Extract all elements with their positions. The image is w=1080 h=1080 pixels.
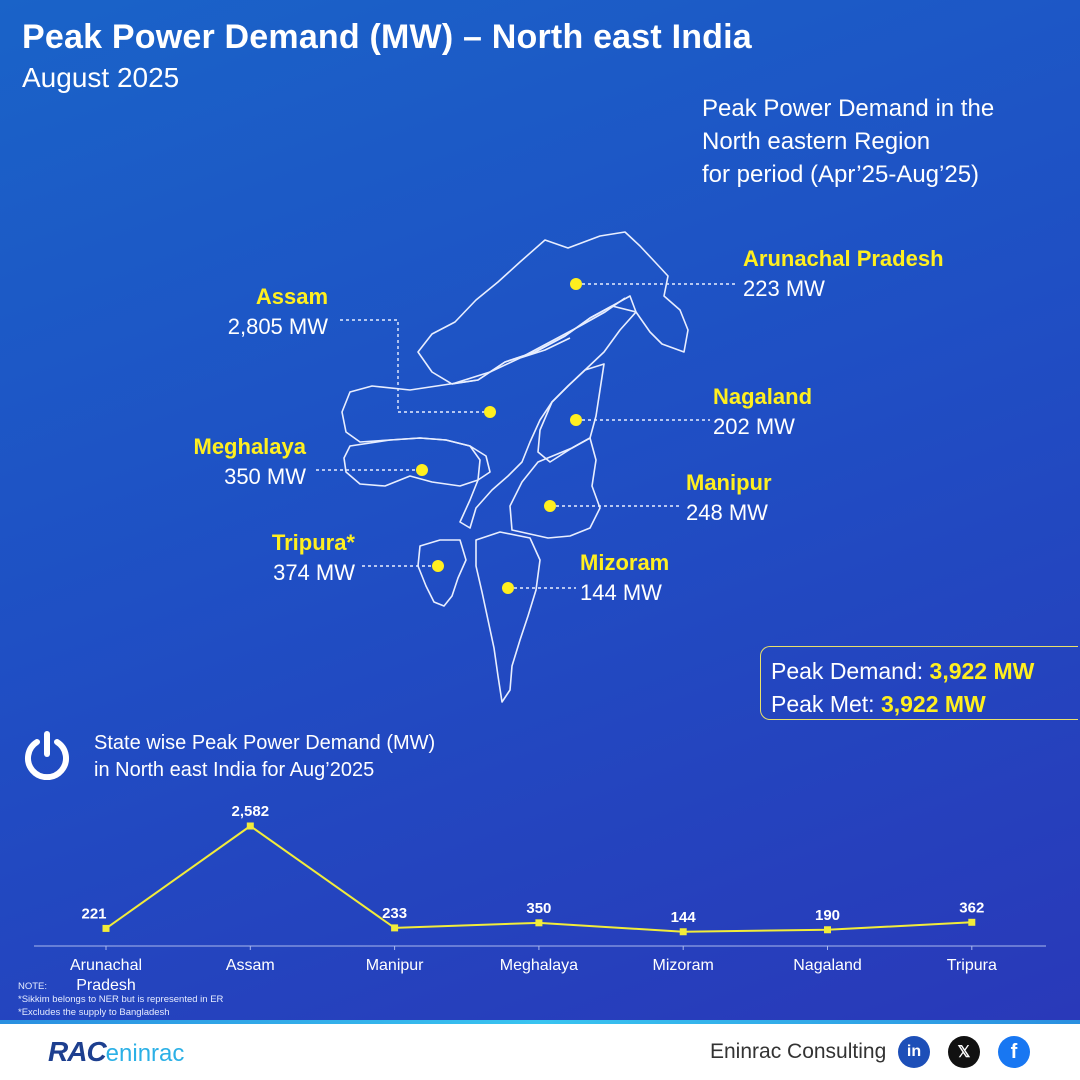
value-mizoram: 144 MW: [580, 580, 662, 605]
summary-box: Peak Demand: 3,922 MW Peak Met: 3,922 MW: [760, 646, 1078, 720]
period-line: Peak Power Demand in the: [702, 95, 995, 122]
eninrac-logo: RACeninrac: [48, 1036, 184, 1068]
summary-demand-value: 3,922 MW: [929, 658, 1035, 684]
marker-nagaland: [570, 414, 582, 426]
company-name: Eninrac Consulting: [710, 1040, 887, 1063]
note-line: *Excludes the supply to Bangladesh: [18, 1007, 170, 1018]
data-point: [824, 926, 831, 934]
label-arunachal: Arunachal Pradesh: [743, 246, 944, 271]
map-assam-valley: [451, 297, 626, 385]
page-subtitle: August 2025: [22, 62, 180, 93]
data-point: [535, 919, 543, 927]
notes: NOTE: *Sikkim belongs to NER but is repr…: [18, 980, 223, 1019]
label-mizoram: Mizoram: [580, 550, 670, 575]
label-manipur: Manipur: [686, 470, 772, 495]
map-tripura: [417, 539, 467, 607]
footer-divider: [0, 1020, 1080, 1024]
marker-meghalaya: [416, 464, 428, 476]
logo-main: RAC: [48, 1036, 107, 1067]
marker-manipur: [544, 500, 556, 512]
power-icon: [25, 731, 69, 780]
value-label: 190: [815, 907, 840, 924]
marker-tripura: [432, 560, 444, 572]
note-label: NOTE:: [18, 981, 48, 992]
summary-met-value: 3,922 MW: [880, 691, 986, 717]
label-tripura: Tripura*: [271, 530, 355, 555]
data-point: [391, 924, 399, 932]
data-point: [246, 822, 254, 830]
logo-sub: eninrac: [105, 1040, 185, 1067]
summary-met: Peak Met: 3,922 MW: [771, 688, 1078, 721]
x-icon[interactable]: 𝕏: [948, 1036, 980, 1068]
connector-assam: [340, 319, 490, 413]
value-tripura: 374 MW: [273, 560, 355, 585]
category-label: Assam: [226, 957, 275, 974]
category-label: Manipur: [366, 957, 424, 974]
value-label: 350: [526, 900, 551, 917]
value-label: 362: [959, 899, 984, 916]
value-assam: 2,805 MW: [227, 314, 328, 339]
category-label: Nagaland: [793, 957, 862, 974]
value-manipur: 248 MW: [686, 500, 768, 525]
linkedin-icon[interactable]: in: [898, 1036, 930, 1068]
line-chart: 221 2,582 233 350 144 190 362 Arunachal Pradesh…: [34, 803, 1046, 990]
map-manipur: [509, 437, 601, 539]
value-meghalaya: 350 MW: [224, 464, 306, 489]
marker-arunachal: [570, 278, 582, 290]
map-mizoram: [475, 531, 541, 703]
marker-mizoram: [502, 582, 514, 594]
data-point: [968, 918, 976, 926]
map-arunachal: [417, 231, 689, 385]
category-label: Meghalaya: [500, 957, 578, 974]
page-title: Peak Power Demand (MW) – North east Indi…: [22, 18, 752, 56]
map-nagaland: [537, 363, 605, 463]
category-label: Arunachal Pradesh: [70, 957, 142, 990]
chart-title: State wise Peak Power Demand (MW) in Nor…: [94, 730, 435, 784]
summary-met-label: Peak Met:: [771, 691, 875, 717]
note-line: *Sikkim belongs to NER but is represente…: [18, 994, 224, 1005]
data-point: [102, 924, 110, 932]
value-label: 221: [81, 905, 106, 922]
value-label: 144: [671, 909, 697, 926]
summary-demand: Peak Demand: 3,922 MW: [771, 655, 1078, 688]
chart-title-line: State wise Peak Power Demand (MW): [94, 732, 436, 754]
period-note: Peak Power Demand in the North eastern R…: [702, 92, 1062, 191]
category-label: Tripura: [947, 957, 997, 974]
value-arunachal: 223 MW: [743, 276, 825, 301]
marker-assam: [484, 406, 496, 418]
label-assam: Assam: [255, 284, 328, 309]
map-meghalaya: [343, 437, 491, 487]
data-point: [679, 928, 687, 936]
period-line: for period (Apr’25-Aug’25): [702, 161, 980, 188]
chart-title-line: in North east India for Aug’2025: [94, 759, 375, 781]
value-label: 233: [382, 905, 407, 922]
facebook-icon[interactable]: f: [998, 1036, 1030, 1068]
value-label: 2,582: [232, 803, 270, 820]
category-label: Mizoram: [653, 957, 714, 974]
value-nagaland: 202 MW: [713, 414, 795, 439]
label-meghalaya: Meghalaya: [193, 434, 307, 459]
period-line: North eastern Region: [702, 128, 931, 155]
summary-demand-label: Peak Demand:: [771, 658, 924, 684]
label-nagaland: Nagaland: [713, 384, 813, 409]
